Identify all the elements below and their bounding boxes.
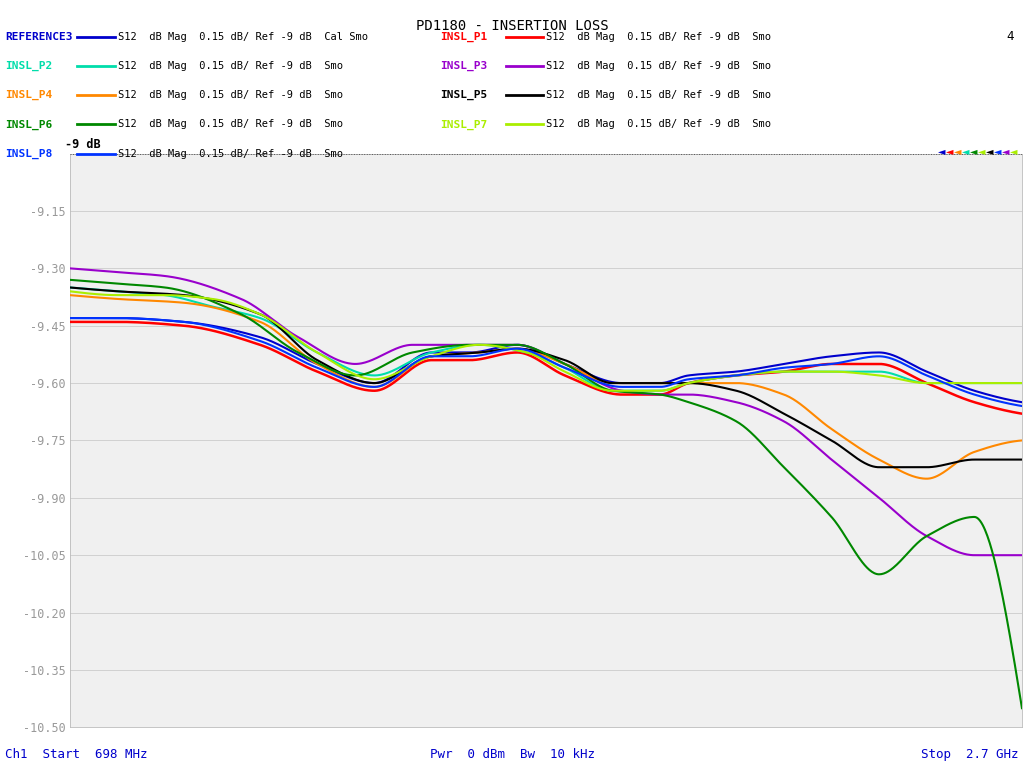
- Text: INSL_P3: INSL_P3: [440, 61, 487, 71]
- Text: ◄: ◄: [938, 146, 946, 157]
- Text: INSL_P7: INSL_P7: [440, 119, 487, 130]
- Text: -9 dB: -9 dB: [65, 137, 100, 151]
- Text: ◄: ◄: [986, 146, 993, 157]
- Text: S12  dB Mag  0.15 dB/ Ref -9 dB  Smo: S12 dB Mag 0.15 dB/ Ref -9 dB Smo: [118, 148, 343, 159]
- Text: Stop  2.7 GHz: Stop 2.7 GHz: [922, 749, 1019, 761]
- Text: INSL_P6: INSL_P6: [5, 119, 52, 130]
- Text: ◄: ◄: [1011, 146, 1018, 157]
- Text: INSL_P1: INSL_P1: [440, 31, 487, 42]
- Text: S12  dB Mag  0.15 dB/ Ref -9 dB  Smo: S12 dB Mag 0.15 dB/ Ref -9 dB Smo: [118, 61, 343, 71]
- Text: Ch1  Start  698 MHz: Ch1 Start 698 MHz: [5, 749, 147, 761]
- Text: ◄: ◄: [978, 146, 986, 157]
- Text: S12  dB Mag  0.15 dB/ Ref -9 dB  Smo: S12 dB Mag 0.15 dB/ Ref -9 dB Smo: [118, 119, 343, 130]
- Text: Pwr  0 dBm  Bw  10 kHz: Pwr 0 dBm Bw 10 kHz: [429, 749, 595, 761]
- Text: REFERENCE3: REFERENCE3: [5, 31, 73, 42]
- Text: S12  dB Mag  0.15 dB/ Ref -9 dB  Smo: S12 dB Mag 0.15 dB/ Ref -9 dB Smo: [546, 90, 771, 101]
- Text: ◄: ◄: [994, 146, 1001, 157]
- Text: ◄: ◄: [946, 146, 953, 157]
- Text: S12  dB Mag  0.15 dB/ Ref -9 dB  Cal Smo: S12 dB Mag 0.15 dB/ Ref -9 dB Cal Smo: [118, 31, 368, 42]
- Text: S12  dB Mag  0.15 dB/ Ref -9 dB  Smo: S12 dB Mag 0.15 dB/ Ref -9 dB Smo: [546, 31, 771, 42]
- Text: INSL_P4: INSL_P4: [5, 90, 52, 101]
- Text: S12  dB Mag  0.15 dB/ Ref -9 dB  Smo: S12 dB Mag 0.15 dB/ Ref -9 dB Smo: [546, 61, 771, 71]
- Text: ◄: ◄: [963, 146, 970, 157]
- Text: S12  dB Mag  0.15 dB/ Ref -9 dB  Smo: S12 dB Mag 0.15 dB/ Ref -9 dB Smo: [546, 119, 771, 130]
- Text: S12  dB Mag  0.15 dB/ Ref -9 dB  Smo: S12 dB Mag 0.15 dB/ Ref -9 dB Smo: [118, 90, 343, 101]
- Text: ◄: ◄: [971, 146, 978, 157]
- Text: ◄: ◄: [1002, 146, 1010, 157]
- Text: INSL_P2: INSL_P2: [5, 61, 52, 71]
- Text: PD1180 - INSERTION LOSS: PD1180 - INSERTION LOSS: [416, 19, 608, 33]
- Text: 4: 4: [1007, 31, 1014, 43]
- Text: INSL_P8: INSL_P8: [5, 148, 52, 159]
- Text: INSL_P5: INSL_P5: [440, 90, 487, 101]
- Text: ◄: ◄: [954, 146, 962, 157]
